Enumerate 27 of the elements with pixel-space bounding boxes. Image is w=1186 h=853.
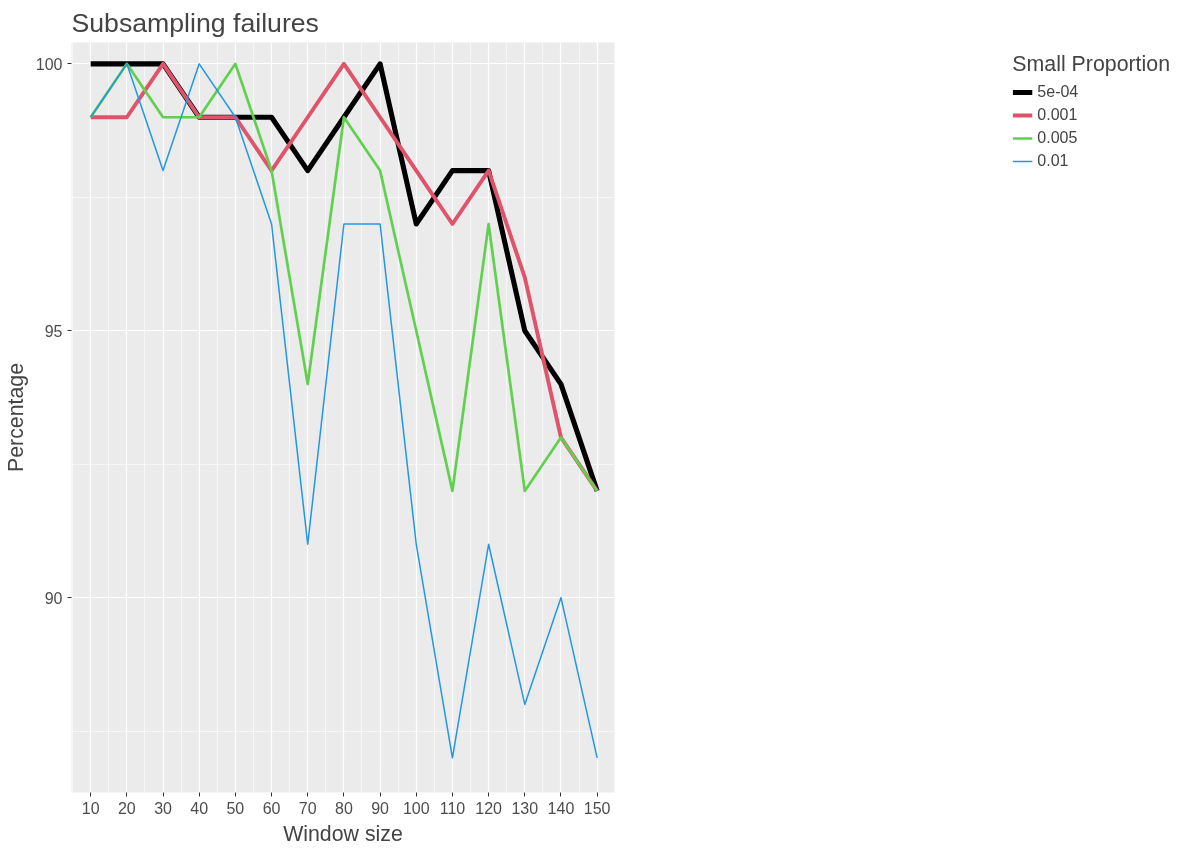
x-tick-label: 80 [335,799,353,817]
legend-label: 0.01 [1037,152,1069,170]
y-axis-title: Percentage [3,362,28,473]
x-tick-label: 40 [190,799,209,817]
x-tick-label: 70 [298,799,317,817]
x-tick-label: 60 [262,799,281,817]
x-tick-label: 90 [371,799,390,817]
legend-title: Small Proportion [1012,52,1170,77]
x-axis-title: Window size [283,821,403,846]
line-series [89,63,598,759]
x-tick-label: 150 [583,799,611,817]
y-tick-label: 90 [44,589,63,607]
x-tick-label: 100 [402,799,430,817]
chart-title: Subsampling failures [71,7,319,38]
legend-label: 0.001 [1037,106,1078,124]
x-tick-label: 20 [117,799,136,817]
legend-label: 0.005 [1037,129,1078,147]
y-tick-label: 95 [44,322,63,340]
x-tick-label: 110 [439,799,466,817]
x-tick-label: 120 [475,799,503,817]
x-tick-label: 130 [511,799,539,817]
y-tick-label: 100 [35,55,63,73]
legend-label: 5e-04 [1037,83,1079,101]
x-tick-label: 10 [81,799,100,817]
x-tick-label: 30 [154,799,173,817]
x-tick-label: 140 [547,799,575,817]
x-tick-label: 50 [226,799,245,817]
